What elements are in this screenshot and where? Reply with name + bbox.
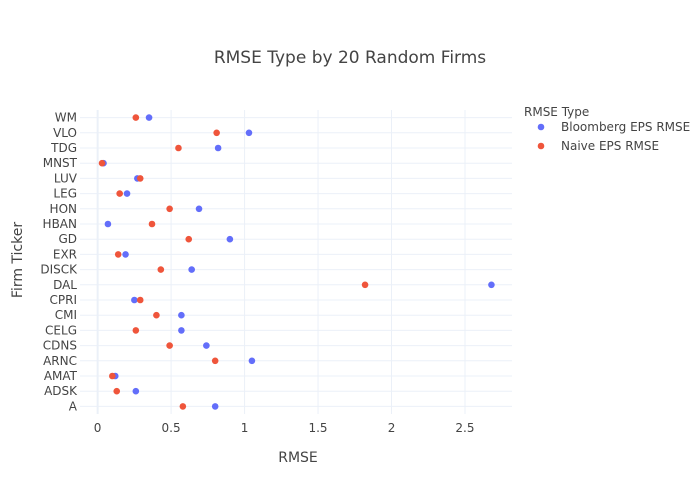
legend-label-2[interactable]: Naive EPS RMSE (561, 139, 659, 153)
point-series-1[interactable] (178, 327, 185, 334)
point-series-2[interactable] (132, 114, 140, 121)
point-series-1[interactable] (104, 220, 112, 228)
point-series-1[interactable] (214, 144, 222, 152)
point-series-2[interactable] (153, 311, 160, 319)
point-series-2[interactable] (132, 327, 140, 334)
point-series-2[interactable] (175, 144, 182, 152)
point-series-2[interactable] (157, 266, 165, 273)
y-tick-label: CELG (45, 323, 77, 337)
x-tick-label: 1 (241, 421, 249, 435)
legend-marker-2[interactable] (537, 142, 545, 150)
point-series-2[interactable] (113, 387, 121, 395)
y-tick-label: AMAT (44, 369, 78, 383)
x-tick-label: 0 (94, 421, 102, 435)
point-series-2[interactable] (136, 175, 144, 182)
point-series-2[interactable] (166, 205, 173, 213)
point-series-1[interactable] (132, 387, 140, 395)
point-series-1[interactable] (145, 114, 153, 121)
y-tick-label: CMI (55, 308, 77, 322)
data-points (98, 114, 495, 410)
y-tick-label: DISCK (40, 263, 78, 277)
legend-label-1[interactable]: Bloomberg EPS RMSE (561, 120, 690, 134)
point-series-1[interactable] (195, 205, 203, 213)
legend-title: RMSE Type (524, 105, 589, 119)
y-tick-label: VLO (53, 126, 77, 140)
y-tick-label: LEG (53, 187, 77, 201)
point-series-2[interactable] (179, 403, 187, 410)
y-tick-label: MNST (43, 156, 78, 170)
y-tick-label: ADSK (44, 384, 78, 398)
point-series-1[interactable] (188, 266, 195, 273)
point-series-1[interactable] (203, 342, 210, 349)
point-series-2[interactable] (148, 220, 156, 228)
y-axis-label: Firm Ticker (10, 222, 26, 298)
y-tick-label: HON (50, 202, 77, 216)
point-series-2[interactable] (116, 190, 123, 197)
point-series-2[interactable] (361, 281, 369, 289)
y-tick-label: HBAN (43, 217, 77, 231)
point-series-1[interactable] (122, 251, 129, 258)
point-series-2[interactable] (185, 235, 193, 243)
point-series-2[interactable] (98, 159, 106, 167)
y-tick-label: LUV (54, 171, 78, 185)
x-tick-label: 1.5 (308, 421, 327, 435)
point-series-1[interactable] (226, 235, 234, 243)
y-tick-label: A (69, 399, 78, 413)
point-series-1[interactable] (488, 281, 495, 289)
x-tick-label: 2 (388, 421, 396, 435)
y-tick-label: TDG (50, 141, 77, 155)
x-tick-label: 0.5 (162, 421, 181, 435)
point-series-1[interactable] (248, 357, 256, 365)
y-tick-label: DAL (53, 278, 77, 292)
point-series-1[interactable] (245, 129, 253, 137)
point-series-1[interactable] (178, 311, 185, 319)
point-series-2[interactable] (211, 357, 219, 365)
point-series-1[interactable] (211, 403, 219, 410)
point-series-2[interactable] (109, 372, 116, 380)
x-tick-label: 2.5 (455, 421, 474, 435)
x-axis-ticks: 0 0.5 1 1.5 2 2.5 (94, 421, 475, 435)
y-tick-label: CPRI (50, 293, 78, 307)
y-tick-label: GD (58, 232, 77, 246)
x-axis-label: RMSE (278, 450, 318, 466)
point-series-2[interactable] (213, 129, 220, 137)
point-series-2[interactable] (166, 342, 173, 349)
point-series-1[interactable] (123, 190, 131, 197)
point-series-2[interactable] (114, 251, 122, 258)
y-tick-label: ARNC (43, 354, 77, 368)
chart-title: RMSE Type by 20 Random Firms (214, 48, 486, 68)
grid (80, 110, 512, 414)
point-series-1[interactable] (131, 296, 138, 304)
point-series-2[interactable] (136, 296, 144, 304)
legend-marker-1[interactable] (537, 123, 545, 131)
y-tick-label: WM (55, 111, 77, 125)
legend: RMSE Type Bloomberg EPS RMSE Naive EPS RM… (524, 105, 690, 153)
y-tick-label: EXR (53, 247, 77, 261)
y-tick-label: CDNS (43, 339, 77, 353)
